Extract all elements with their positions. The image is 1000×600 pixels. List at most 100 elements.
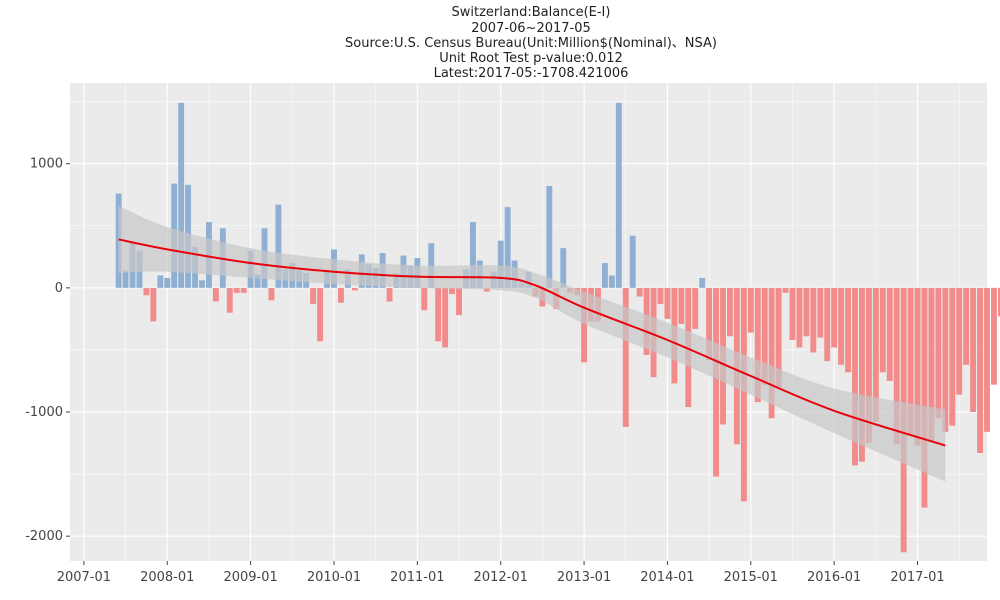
- y-tick-label: 0: [55, 281, 63, 296]
- bar: [664, 287, 671, 319]
- bar: [581, 287, 588, 363]
- chart-title: Switzerland:Balance(E-I) 2007-06~2017-05…: [345, 5, 717, 81]
- x-tick-label: 2012-01: [474, 570, 528, 585]
- bar: [560, 248, 567, 288]
- bar: [150, 287, 157, 322]
- bar: [935, 287, 942, 419]
- bar: [351, 287, 358, 291]
- bar: [796, 287, 803, 348]
- bar: [914, 287, 921, 446]
- bar: [615, 102, 622, 288]
- bar: [727, 287, 733, 337]
- bar: [879, 287, 886, 373]
- bar: [442, 287, 449, 348]
- bar: [963, 287, 970, 365]
- title-line-1: Switzerland:Balance(E-I): [452, 5, 611, 20]
- x-axis: 2007-01 2008-01 2009-01 2010-01 2011-01 2012-…: [57, 561, 945, 585]
- bar: [157, 275, 164, 288]
- bar: [122, 270, 129, 288]
- bar: [428, 243, 435, 288]
- bar: [469, 222, 476, 288]
- title-line-5: Latest:2017-05:-1708.421006: [434, 66, 629, 81]
- bar: [865, 287, 872, 444]
- bar: [622, 287, 629, 427]
- bar: [970, 287, 977, 413]
- bar: [497, 240, 504, 288]
- bar: [178, 102, 185, 288]
- bar: [997, 287, 1000, 317]
- x-tick-label: 2009-01: [223, 570, 277, 585]
- bar: [824, 287, 831, 362]
- bar: [310, 287, 317, 304]
- bar: [810, 287, 817, 353]
- bar: [740, 287, 747, 502]
- bar: [907, 287, 914, 436]
- bar: [601, 263, 608, 288]
- y-axis: 1000 0 -1000 -2000: [25, 157, 70, 544]
- bar: [275, 204, 282, 288]
- bar: [747, 287, 754, 333]
- trend-line: [118, 238, 946, 447]
- bar: [240, 287, 247, 293]
- bar: [629, 235, 636, 288]
- bar: [657, 287, 664, 304]
- x-tick-label: 2007-01: [57, 570, 111, 585]
- x-tick-label: 2010-01: [307, 570, 361, 585]
- title-line-2: 2007-06~2017-05: [471, 21, 591, 36]
- bar: [852, 287, 858, 466]
- bar: [421, 287, 428, 311]
- x-tick-label: 2016-01: [807, 570, 861, 585]
- bar: [483, 287, 490, 292]
- x-tick-label: 2013-01: [557, 570, 611, 585]
- bar: [754, 287, 761, 403]
- bar: [859, 287, 865, 462]
- bar: [713, 287, 720, 477]
- bar: [233, 287, 240, 293]
- bar: [504, 207, 511, 288]
- bar: [838, 287, 845, 365]
- bar: [782, 287, 789, 293]
- bar: [268, 287, 275, 301]
- bar: [817, 287, 824, 338]
- bar: [872, 287, 879, 422]
- title-line-4: Unit Root Test p-value:0.012: [439, 51, 623, 66]
- bar: [921, 287, 928, 508]
- bar: [775, 287, 782, 388]
- x-tick-label: 2017-01: [890, 570, 944, 585]
- bar: [317, 287, 324, 342]
- bar: [886, 287, 893, 381]
- bar: [164, 277, 171, 288]
- bar: [386, 287, 393, 302]
- confidence-band: [118, 205, 946, 482]
- bar: [143, 287, 150, 296]
- bar: [928, 287, 935, 442]
- bar: [831, 287, 838, 348]
- x-tick-label: 2011-01: [390, 570, 444, 585]
- bar: [226, 287, 233, 313]
- bar: [636, 287, 643, 297]
- bar: [977, 287, 984, 453]
- bar: [845, 287, 852, 373]
- bar: [546, 186, 553, 288]
- bar: [254, 274, 261, 288]
- bar: [706, 287, 713, 360]
- bar: [956, 287, 963, 395]
- bar: [435, 287, 442, 342]
- x-tick-label: 2014-01: [640, 570, 694, 585]
- bar: [212, 287, 219, 302]
- y-tick-label: -2000: [25, 529, 63, 544]
- bar: [893, 287, 900, 445]
- y-tick-label: -1000: [25, 405, 63, 420]
- bar: [803, 287, 810, 337]
- bar: [692, 287, 699, 329]
- bar: [761, 287, 768, 385]
- bar: [984, 287, 990, 432]
- bar: [699, 277, 706, 288]
- bar: [768, 287, 775, 419]
- title-line-3: Source:U.S. Census Bureau(Unit:Million$(…: [345, 36, 717, 51]
- bar: [608, 275, 615, 288]
- x-tick-label: 2015-01: [724, 570, 778, 585]
- y-tick-label: 1000: [30, 157, 63, 172]
- x-tick-label: 2008-01: [140, 570, 194, 585]
